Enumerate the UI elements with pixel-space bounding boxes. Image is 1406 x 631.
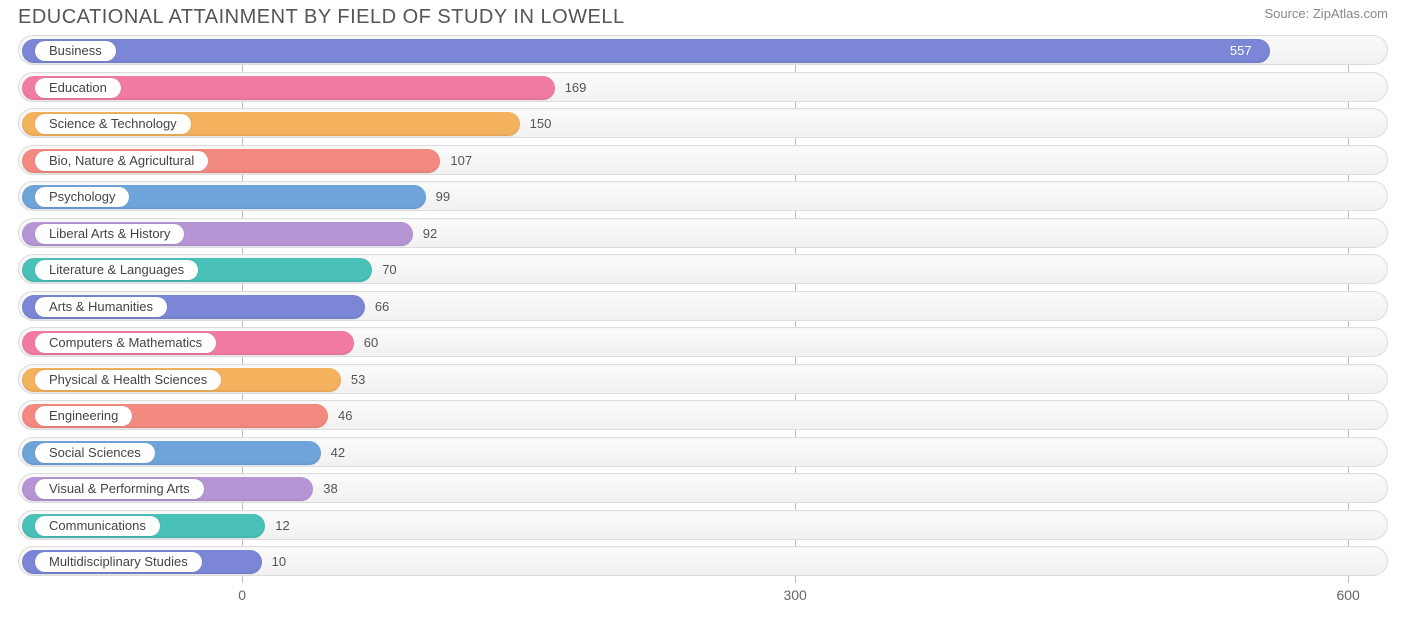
bar-value: 46 [338, 401, 352, 431]
bar-row: Psychology 99 [18, 181, 1388, 211]
bar-row: Bio, Nature & Agricultural 107 [18, 145, 1388, 175]
bar-label: Multidisciplinary Studies [35, 552, 202, 572]
bar-row: Literature & Languages 70 [18, 254, 1388, 284]
chart-title: EDUCATIONAL ATTAINMENT BY FIELD OF STUDY… [18, 6, 625, 29]
bar-row: Arts & Humanities 66 [18, 291, 1388, 321]
bar-value: 38 [323, 474, 337, 504]
bar-label: Communications [35, 516, 160, 536]
bar-value: 557 [1230, 36, 1252, 66]
bar-value: 70 [382, 255, 396, 285]
bar-value: 107 [450, 146, 472, 176]
bar-value: 12 [275, 511, 289, 541]
bar-label: Bio, Nature & Agricultural [35, 151, 208, 171]
bars-layer: Business 557 Education 169 Science & Technol… [18, 35, 1388, 576]
bar-label: Business [35, 41, 116, 61]
bar-row: Liberal Arts & History 92 [18, 218, 1388, 248]
bar-label: Literature & Languages [35, 260, 198, 280]
chart-source: Source: ZipAtlas.com [1264, 6, 1388, 21]
bar-value: 99 [436, 182, 450, 212]
bar-value: 92 [423, 219, 437, 249]
bar-label: Psychology [35, 187, 129, 207]
bar-label: Visual & Performing Arts [35, 479, 204, 499]
chart-header: EDUCATIONAL ATTAINMENT BY FIELD OF STUDY… [0, 0, 1406, 31]
bar-row: Communications 12 [18, 510, 1388, 540]
bar-label: Computers & Mathematics [35, 333, 216, 353]
x-axis-tick-label: 0 [238, 587, 246, 603]
bar-label: Engineering [35, 406, 132, 426]
bar-row: Physical & Health Sciences 53 [18, 364, 1388, 394]
x-axis-tick-label: 300 [783, 587, 806, 603]
bar-label: Social Sciences [35, 443, 155, 463]
bar-row: Education 169 [18, 72, 1388, 102]
x-axis: 0 300 600 [18, 583, 1388, 613]
bar-value: 169 [565, 73, 587, 103]
bar-value: 150 [530, 109, 552, 139]
bar-row: Engineering 46 [18, 400, 1388, 430]
bar-value: 53 [351, 365, 365, 395]
bar-fill [22, 39, 1270, 63]
bar-label: Education [35, 78, 121, 98]
bar-value: 66 [375, 292, 389, 322]
bar-label: Arts & Humanities [35, 297, 167, 317]
bar-value: 42 [331, 438, 345, 468]
bar-row: Business 557 [18, 35, 1388, 65]
bar-row: Visual & Performing Arts 38 [18, 473, 1388, 503]
bar-row: Computers & Mathematics 60 [18, 327, 1388, 357]
bar-row: Social Sciences 42 [18, 437, 1388, 467]
bar-label: Physical & Health Sciences [35, 370, 221, 390]
bar-row: Multidisciplinary Studies 10 [18, 546, 1388, 576]
bar-value: 60 [364, 328, 378, 358]
bar-label: Liberal Arts & History [35, 224, 184, 244]
x-axis-tick-label: 600 [1336, 587, 1359, 603]
bar-row: Science & Technology 150 [18, 108, 1388, 138]
chart-area: Business 557 Education 169 Science & Technol… [0, 31, 1406, 613]
bar-label: Science & Technology [35, 114, 191, 134]
bar-value: 10 [272, 547, 286, 577]
